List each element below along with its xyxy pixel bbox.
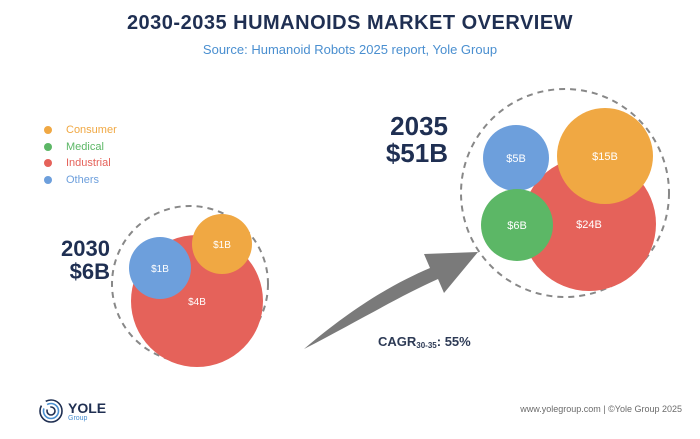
bubble-label-2035-others: $5B [506, 153, 526, 165]
yole-logo: YOLE Group [38, 398, 106, 424]
bubble-label-2035-consumer: $15B [592, 151, 618, 163]
bubble-label-2035-medical: $6B [507, 220, 527, 232]
bubble-2035-others [483, 125, 549, 191]
legend-item-others: Others [44, 172, 117, 189]
chart-subtitle: Source: Humanoid Robots 2025 report, Yol… [202, 42, 498, 57]
spiral-icon [39, 399, 63, 423]
legend-item-medical: Medical [44, 139, 117, 156]
outer-ring-2035 [460, 88, 670, 298]
legend-dot-industrial [44, 159, 52, 168]
bubble-2030-others [129, 237, 191, 299]
year-2030-label: 2030 $6B [40, 237, 110, 283]
legend: Consumer Medical Industrial Others [44, 122, 117, 188]
legend-item-consumer: Consumer [44, 122, 117, 139]
total-2035: $51B [385, 138, 448, 169]
bubble-label-2035-industrial: $24B [576, 219, 602, 231]
logo-sub: Group [68, 414, 88, 422]
logo-name: YOLE [68, 399, 107, 416]
legend-label-industrial: Industrial [66, 157, 111, 170]
legend-label-consumer: Consumer [66, 124, 117, 137]
growth-arrow [304, 252, 478, 349]
bubble-label-2030-others: $1B [151, 264, 169, 275]
bubble-label-2030-industrial: $4B [188, 297, 206, 308]
bubble-2035-medical [481, 189, 553, 261]
cagr-prefix: CAGR [378, 334, 417, 349]
year-2035-label: 2035 $51B [370, 111, 448, 169]
legend-dot-others [44, 175, 52, 184]
year-2035: 2035 [390, 111, 448, 141]
bubble-2030-consumer [192, 214, 252, 274]
year-2030: 2030 [61, 236, 110, 261]
legend-dot-medical [44, 142, 52, 151]
cagr-value: : 55% [436, 334, 471, 349]
cagr-subscript: 30-35 [416, 341, 437, 350]
bubble-label-2030-consumer: $1B [213, 240, 231, 251]
legend-label-medical: Medical [66, 140, 104, 153]
legend-label-others: Others [66, 173, 100, 186]
bubble-2035-consumer [557, 108, 653, 204]
legend-dot-consumer [44, 126, 52, 135]
legend-item-industrial: Industrial [44, 155, 117, 172]
footer-credit: www.yolegroup.com | ©Yole Group 2025 [520, 404, 682, 414]
cagr-annotation: CAGR30-35: 55% [378, 334, 471, 350]
chart-title: 2030-2035 HUMANOIDS MARKET OVERVIEW [126, 12, 574, 34]
total-2030: $6B [69, 259, 110, 285]
